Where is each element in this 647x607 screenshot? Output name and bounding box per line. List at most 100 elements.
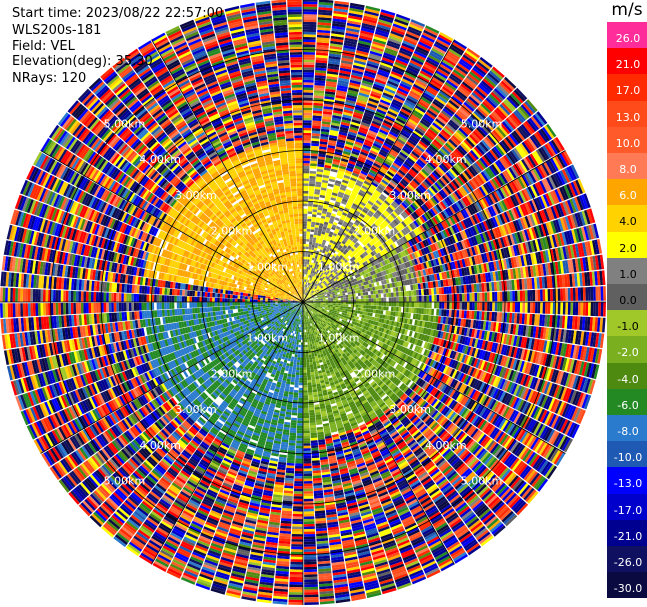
range-gate: [603, 286, 606, 301]
range-gate: [366, 105, 377, 111]
range-gate: [327, 144, 336, 149]
range-gate: [315, 219, 320, 223]
range-gate: [303, 297, 305, 300]
range-gate: [309, 283, 312, 286]
range-gate: [382, 122, 392, 129]
range-gate: [401, 42, 415, 51]
range-gate: [351, 119, 361, 125]
range-gate: [309, 175, 316, 179]
range-gate: [305, 287, 307, 290]
range-gate: [415, 79, 428, 88]
range-gate: [348, 198, 355, 203]
range-gate: [400, 80, 413, 88]
range-gate: [335, 201, 341, 206]
range-gate: [316, 278, 320, 282]
range-gate: [340, 234, 346, 239]
range-gate: [345, 30, 360, 35]
range-gate: [387, 153, 396, 160]
range-gate: [410, 88, 423, 96]
range-gate: [403, 38, 417, 46]
range-gate: [303, 127, 312, 131]
range-gate: [338, 189, 346, 194]
range-gate: [303, 297, 304, 300]
range-gate: [399, 133, 409, 141]
range-gate: [567, 302, 571, 315]
range-gate: [331, 28, 345, 33]
range-gate: [332, 189, 339, 194]
range-gate: [381, 124, 391, 131]
range-gate: [411, 86, 424, 94]
range-gate: [436, 38, 450, 48]
range-gate: [303, 6, 318, 10]
range-gate: [387, 288, 391, 293]
range-gate: [312, 270, 315, 274]
range-gate: [408, 23, 423, 32]
range-gate: [360, 148, 370, 155]
range-gate: [332, 158, 341, 163]
range-gate: [407, 118, 418, 126]
range-gate: [341, 240, 346, 245]
range-gate: [304, 294, 307, 298]
range-gate: [344, 227, 350, 232]
range-gate: [333, 107, 344, 112]
range-gate: [314, 255, 318, 259]
range-gate: [303, 294, 304, 297]
range-gate: [469, 302, 473, 311]
range-gate: [420, 96, 432, 105]
range-gate: [303, 289, 305, 292]
range-gate: [367, 154, 376, 160]
range-gate: [331, 194, 337, 199]
range-gate: [562, 288, 566, 301]
range-gate: [303, 223, 307, 227]
range-gate: [312, 265, 315, 269]
range-gate: [351, 191, 358, 196]
range-gate: [572, 302, 576, 316]
range-gate: [342, 177, 350, 182]
range-gate: [384, 140, 394, 147]
range-gate: [369, 169, 377, 175]
range-gate: [377, 69, 390, 76]
range-gate: [398, 85, 410, 93]
range-gate: [429, 295, 432, 302]
range-gate: [331, 163, 339, 168]
range-gate: [316, 52, 329, 56]
range-gate: [305, 254, 308, 257]
range-gate: [357, 205, 364, 211]
range-gate: [312, 110, 323, 114]
range-gate: [307, 208, 313, 212]
range-gate: [363, 180, 371, 186]
range-gate: [408, 296, 412, 302]
range-gate: [580, 287, 584, 301]
range-gate: [316, 258, 320, 262]
range-gate: [424, 295, 427, 302]
range-gate: [487, 292, 490, 302]
range-gate: [410, 19, 426, 27]
range-gate: [412, 52, 426, 61]
range-gate: [390, 103, 401, 111]
range-gate: [364, 161, 373, 167]
range-gate: [306, 290, 309, 293]
range-gate: [338, 303, 341, 306]
range-gate: [303, 193, 309, 197]
range-gate: [335, 296, 339, 299]
range-gate: [359, 32, 374, 39]
range-gate: [348, 10, 364, 16]
range-gate: [519, 302, 523, 313]
range-gate: [323, 169, 331, 174]
range-gate: [414, 107, 425, 116]
range-gate: [326, 211, 332, 216]
range-gate: [324, 162, 332, 166]
range-gate: [377, 153, 386, 160]
range-gate: [359, 87, 371, 93]
range-gate: [438, 309, 442, 316]
range-gate: [371, 145, 381, 151]
range-gate: [357, 158, 366, 164]
range-gate: [416, 77, 429, 85]
range-gate: [319, 262, 323, 266]
range-gate: [328, 220, 334, 225]
range-gate: [433, 74, 446, 84]
range-gate: [479, 292, 483, 302]
range-gate: [314, 229, 318, 233]
range-gate: [431, 288, 435, 295]
range-gate: [372, 41, 386, 48]
